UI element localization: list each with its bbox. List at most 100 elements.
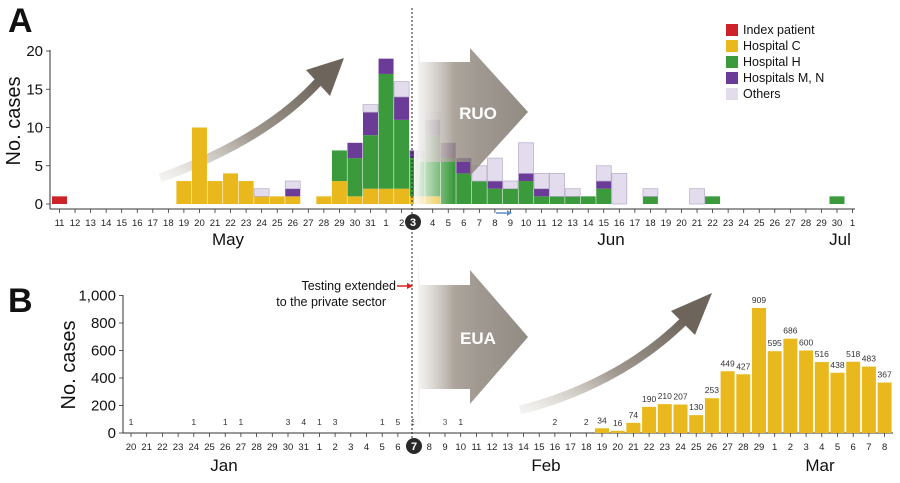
annotation-line-2: to the private sector xyxy=(276,295,386,309)
panel-a-x-tick-label: 8 xyxy=(492,218,497,229)
panel-a-x-tick-label: 4 xyxy=(430,218,435,229)
panel-b-bar xyxy=(610,430,625,433)
panel-a-x-ticks: 11 12 13 14 15 16 17 18 19 20 21 22 23 24 25 26 27 28 29 30… xyxy=(55,209,855,229)
panel-b-data-label: 1 xyxy=(223,417,228,427)
panel-b-data-label: 74 xyxy=(629,410,639,420)
panel-b-bar xyxy=(657,404,672,433)
panel-a-x-tick-label: 18 xyxy=(163,218,174,229)
panel-a-x-tick-label: 12 xyxy=(70,218,81,229)
panel-a-bar-segment xyxy=(238,181,254,204)
panel-b-bar xyxy=(767,351,782,433)
panel-a-bar-segment xyxy=(595,165,612,182)
panel-b-data-label: 190 xyxy=(642,394,656,404)
panel-a-x-tick-label: 31 xyxy=(365,218,376,229)
panel-a-month-jul: Jul xyxy=(829,230,851,249)
panel-a-month-may: May xyxy=(212,230,245,249)
panel-b-marker-circle xyxy=(406,438,422,454)
panel-a-x-tick-label: 22 xyxy=(707,218,718,229)
panel-a-x-tick-label: 22 xyxy=(225,218,236,229)
panel-a-trend-arrow-head xyxy=(306,58,344,96)
panel-b-x-tick-label: 7 xyxy=(866,442,871,453)
panel-b-x-tick-label: 25 xyxy=(204,442,215,453)
panel-a-x-tick-label: 16 xyxy=(132,218,143,229)
panel-b-x-tick-label: 8 xyxy=(882,442,887,453)
panel-a-arrow-fade xyxy=(414,40,454,208)
panel-b-bar xyxy=(877,382,892,433)
panel-b-data-label: 253 xyxy=(705,385,719,395)
panel-b-bar xyxy=(783,338,798,433)
panel-a-bar-segment xyxy=(580,196,596,204)
panel-b-x-tick-label: 30 xyxy=(283,442,294,453)
panel-b-bar xyxy=(861,366,876,433)
panel-a-bar-segment xyxy=(518,173,534,182)
panel-a-bar-segment xyxy=(487,157,503,182)
panel-b-x-tick-label: 5 xyxy=(380,442,385,453)
panel-a-x-tick-label: 14 xyxy=(583,218,594,229)
legend-swatch-hospital-c xyxy=(726,40,738,52)
panel-a-x-tick-label: 17 xyxy=(630,218,641,229)
panel-a-x-tick-label: 19 xyxy=(179,218,190,229)
panel-b-bars: 1111341315331223416741902102071302534494… xyxy=(129,295,892,433)
panel-b-x-tick-label: 2 xyxy=(788,442,793,453)
panel-a-x-tick-label: 26 xyxy=(770,218,781,229)
legend-label-hospital-c: Hospital C xyxy=(743,39,801,53)
panel-b-data-label: 516 xyxy=(815,349,829,359)
panel-b-data-label: 1 xyxy=(191,417,196,427)
panel-a-bar-segment xyxy=(549,196,565,204)
panel-b-marker-label: 7 xyxy=(411,441,417,453)
panel-a-bar-segment xyxy=(611,173,628,205)
panel-a-y-tick-label: 10 xyxy=(26,120,43,137)
panel-b-bar xyxy=(704,398,719,433)
panel-b-x-tick-label: 26 xyxy=(707,442,718,453)
panel-b-data-label: 367 xyxy=(878,370,892,380)
panel-a-bar-segment xyxy=(565,196,581,204)
panel-b-bar xyxy=(736,374,751,433)
panel-b-data-label: 3 xyxy=(333,417,338,427)
panel-a-bar-segment xyxy=(284,180,301,190)
legend-swatch-hospital-h xyxy=(726,56,738,68)
panel-b-y-axis-title: No. cases xyxy=(58,321,80,410)
panel-a-bar-segment xyxy=(254,196,270,204)
panel-a-y-tick-label: 0 xyxy=(35,196,43,213)
panel-b-bar xyxy=(814,362,829,433)
panel-b-bar xyxy=(689,415,704,433)
panel-a-y-tick-label: 15 xyxy=(26,81,43,98)
panel-b-x-tick-label: 26 xyxy=(220,442,231,453)
panel-b-trend-arrow-shaft xyxy=(518,316,689,415)
legend-label-index: Index patient xyxy=(743,23,815,37)
panel-a-x-tick-label: 29 xyxy=(816,218,827,229)
panel-b-data-label: 5 xyxy=(396,417,401,427)
panel-b-bar xyxy=(799,350,814,433)
panel-b-x-tick-label: 23 xyxy=(660,442,671,453)
panel-a-bar-segment xyxy=(223,173,239,204)
panel-b-x-tick-label: 20 xyxy=(612,442,623,453)
panel-a-y-tick-label: 5 xyxy=(35,158,43,175)
panel-a-x-tick-label: 6 xyxy=(461,218,466,229)
panel-b-y-tick-label: 0 xyxy=(108,425,116,442)
panel-a-x-tick-label: 16 xyxy=(614,218,625,229)
panel-b-x-tick-label: 18 xyxy=(581,442,592,453)
panel-a-x-tick-label: 26 xyxy=(287,218,298,229)
panel-b-data-label: 1 xyxy=(239,417,244,427)
panel-a-bar-segment xyxy=(596,181,612,189)
panel-b-y-tick-label: 800 xyxy=(91,315,116,332)
panel-a-bar-segment xyxy=(269,196,285,204)
panel-a-bar-segment xyxy=(642,196,658,204)
panel-a-bar-segment xyxy=(378,58,394,74)
panel-b-x-tick-label: 10 xyxy=(455,442,466,453)
panel-a-bar-segment xyxy=(285,196,301,204)
panel-a-month-jun: Jun xyxy=(597,230,624,249)
panel-a-bar-segment xyxy=(596,188,612,204)
panel-b-x-tick-label: 17 xyxy=(565,442,576,453)
panel-b-data-label: 686 xyxy=(783,326,797,336)
panel-a-x-tick-label: 20 xyxy=(194,218,205,229)
panel-a-bar-segment xyxy=(564,188,581,197)
panel-b-bar xyxy=(720,371,735,433)
panel-a-bar-segment xyxy=(207,181,223,204)
panel-b-x-tick-label: 28 xyxy=(251,442,262,453)
panel-b-bar xyxy=(830,372,845,433)
panel-a-bar-segment xyxy=(705,196,721,204)
panel-a-y-tick-label: 20 xyxy=(26,43,43,60)
panel-a-x-tick-label: 27 xyxy=(303,218,314,229)
panel-b-y-tick-label: 1,000 xyxy=(78,288,116,305)
